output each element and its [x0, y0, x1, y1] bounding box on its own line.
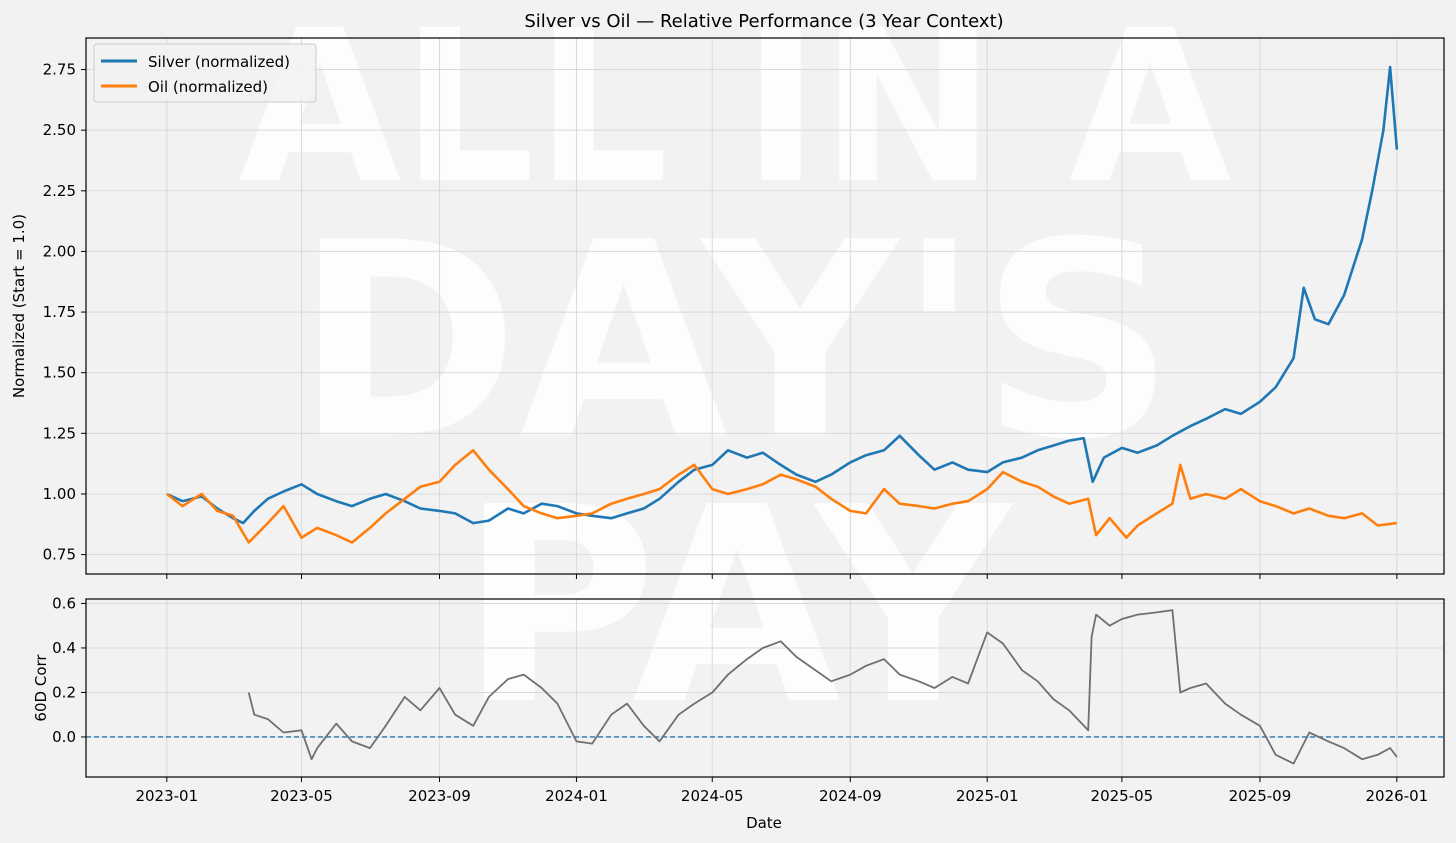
price-y-tick-label: 2.25: [43, 182, 76, 200]
corr-series: [247, 609, 1398, 765]
price-y-tick-label: 1.00: [43, 485, 76, 503]
price-axes: 0.75 1.00 1.25 1.50 1.75 2.00 2.25 2.50 2.75: [43, 61, 1398, 579]
x-tick-label: 2025-01: [956, 787, 1019, 805]
corr-y-tick-label: 0.6: [52, 594, 76, 612]
price-y-tick-label: 1.25: [43, 424, 76, 442]
watermark-line-3: PAY: [459, 449, 1014, 764]
corr-plot-frame: [85, 598, 1445, 778]
correlation-panel: 0.0 0.2 0.4 0.6 2023-01 2023-05 2023-09 2024-01…: [32, 594, 1445, 832]
x-tick-label: 2023-01: [135, 787, 198, 805]
legend-silver-label: Silver (normalized): [148, 53, 290, 71]
corr-y-tick-label: 0.4: [52, 639, 76, 657]
price-y-tick-label: 0.75: [43, 546, 76, 564]
chart-title: Silver vs Oil — Relative Performance (3 …: [524, 11, 1003, 32]
corr-axes: 0.0 0.2 0.4 0.6 2023-01 2023-05 2023-09 2024-01…: [52, 594, 1428, 805]
x-tick-label: 2025-09: [1229, 787, 1292, 805]
x-tick-label: 2024-05: [681, 787, 744, 805]
watermark: ALL IN A DAY'S PAY: [239, 0, 1232, 764]
x-tick-label: 2026-01: [1366, 787, 1429, 805]
price-y-tick-label: 1.75: [43, 303, 76, 321]
x-tick-label: 2023-05: [270, 787, 333, 805]
correlation-line: [247, 609, 1398, 765]
price-plot-frame: [85, 37, 1445, 575]
price-y-tick-label: 2.50: [43, 121, 76, 139]
x-axis-label: Date: [746, 814, 782, 832]
x-tick-label: 2024-09: [819, 787, 882, 805]
price-y-tick-label: 2.75: [43, 61, 76, 79]
legend-box: [93, 43, 317, 103]
price-y-tick-label: 2.00: [43, 242, 76, 260]
corr-y-tick-label: 0.0: [52, 728, 76, 746]
silver-line: [166, 65, 1399, 525]
price-y-axis-label: Normalized (Start = 1.0): [10, 214, 28, 398]
price-panel: Silver vs Oil — Relative Performance (3 …: [10, 11, 1445, 579]
corr-y-tick-label: 0.2: [52, 683, 76, 701]
oil-line: [166, 448, 1398, 544]
x-tick-label: 2023-09: [408, 787, 471, 805]
corr-y-axis-label: 60D Corr: [32, 654, 50, 722]
price-y-tick-label: 1.50: [43, 364, 76, 382]
x-tick-label: 2024-01: [545, 787, 608, 805]
legend-oil-label: Oil (normalized): [148, 78, 268, 96]
price-grid: [86, 38, 1444, 574]
watermark-line-2: DAY'S: [295, 184, 1175, 499]
legend: Silver (normalized) Oil (normalized): [93, 43, 317, 103]
x-tick-label: 2025-05: [1091, 787, 1154, 805]
price-series: [166, 65, 1399, 544]
